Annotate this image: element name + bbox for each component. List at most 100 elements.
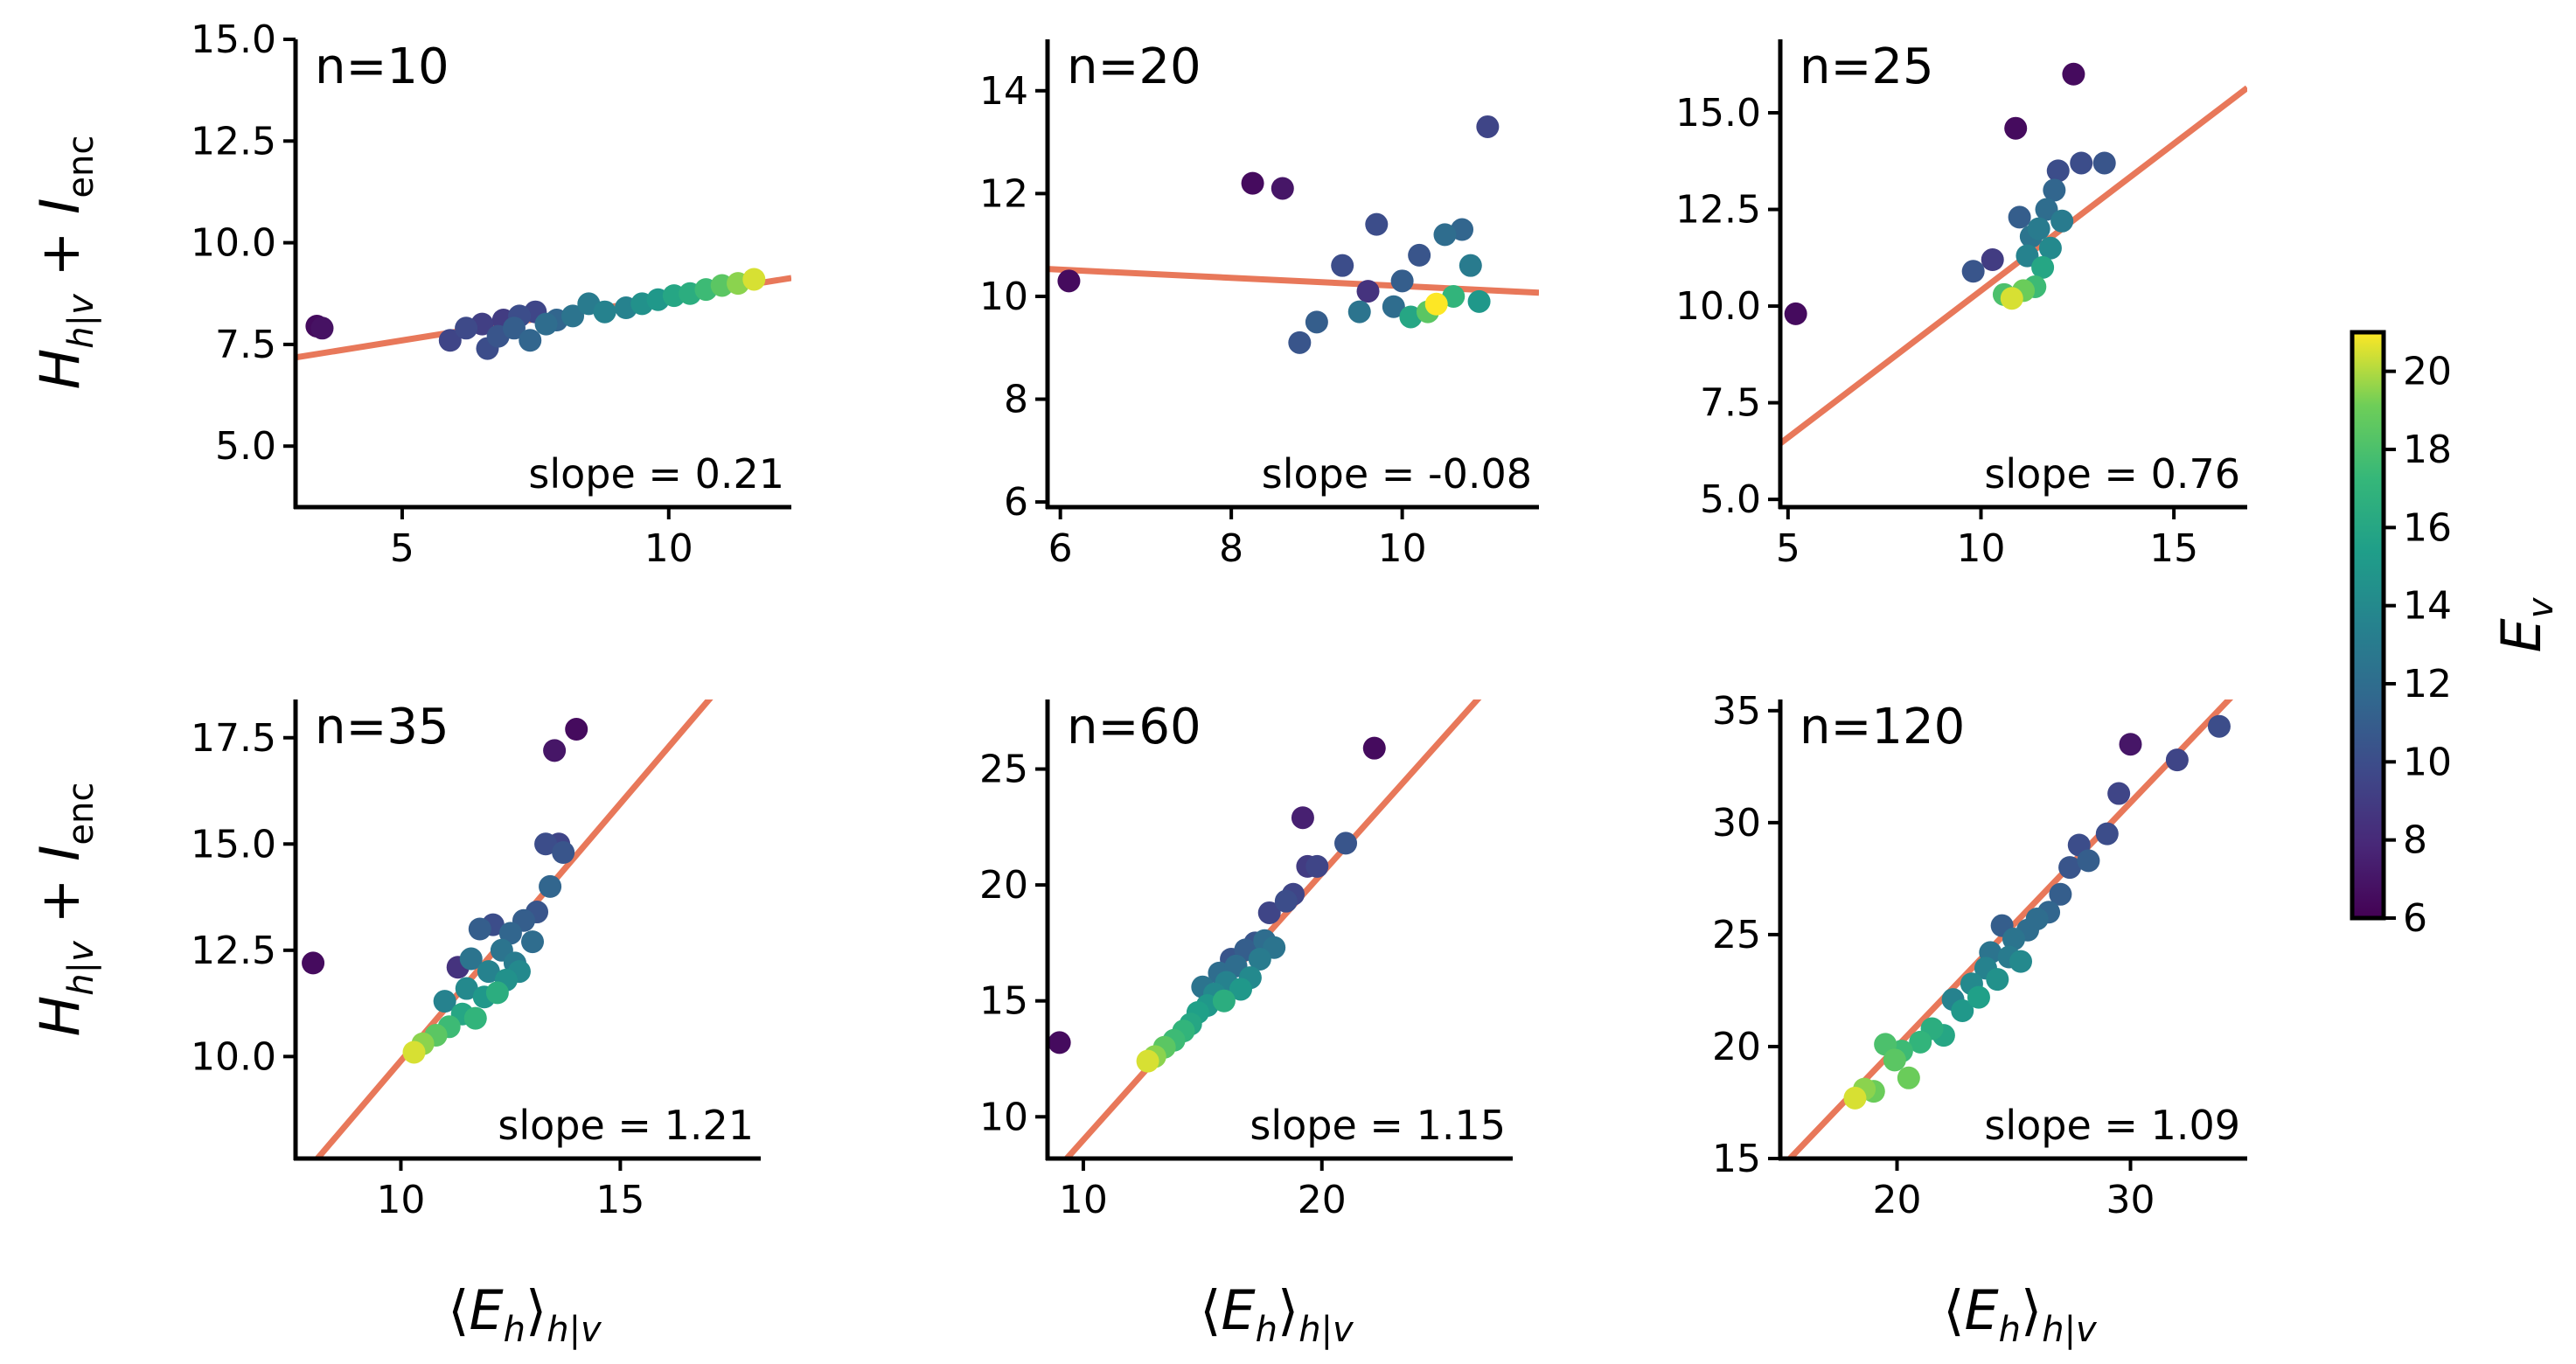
xlabel-col1: ⟨Eh⟩h|v (448, 1278, 602, 1350)
y-tick-label: 14 (979, 69, 1028, 114)
panel-4: 10 15 10.0 12.5 15.0 17.5 n=35 slope = 1.21 (191, 699, 761, 1222)
data-point (1347, 300, 1371, 324)
slope-annotation: slope = 0.76 (1984, 450, 2240, 498)
colorbar-label: Ev (2489, 596, 2561, 652)
data-point (539, 874, 562, 898)
data-point (2049, 882, 2072, 906)
data-point (534, 312, 558, 336)
slope-annotation: slope = 1.09 (1984, 1102, 2240, 1149)
colorbar: 6 8 10 12 14 16 18 20 Ev (2350, 330, 2561, 941)
panel-title: n=120 (1800, 699, 1965, 755)
panel-title: n=60 (1067, 699, 1201, 755)
data-point (1331, 254, 1354, 277)
data-point (1967, 985, 1990, 1009)
data-point (1257, 901, 1281, 924)
y-tick-label: 15 (979, 979, 1028, 1024)
y-tick-label: 25 (979, 748, 1028, 792)
data-point (2043, 178, 2066, 202)
y-tick-label: 7.5 (215, 323, 276, 367)
data-point (2009, 950, 2033, 973)
data-point (2092, 151, 2116, 175)
data-point (1365, 212, 1389, 236)
panel-title: n=20 (1067, 38, 1201, 95)
data-point (2031, 255, 2055, 279)
data-point (1382, 295, 1405, 318)
y-tick-label: 8 (1004, 378, 1028, 422)
colorbar-gradient (2350, 330, 2386, 921)
data-point (534, 832, 558, 856)
data-point (502, 317, 526, 340)
data-point (2025, 907, 2049, 930)
y-tick-label: 10 (979, 275, 1028, 319)
slope-annotation: slope = 1.15 (1250, 1102, 1506, 1149)
data-point (2002, 928, 2025, 951)
data-point (1241, 171, 1264, 195)
x-tick-label: 6 (1048, 526, 1073, 571)
colorbar-tick-label: 14 (2403, 584, 2452, 629)
y-tick-label: 17.5 (191, 716, 276, 761)
data-point (552, 841, 575, 864)
data-point (519, 329, 542, 352)
data-point (438, 329, 462, 352)
x-tick-label: 20 (1298, 1178, 1347, 1222)
data-point (1909, 1030, 1932, 1054)
data-point (2058, 856, 2082, 880)
data-point (498, 922, 522, 945)
colorbar-tick-label: 8 (2403, 818, 2427, 863)
data-point (1399, 305, 1423, 329)
data-point (2046, 159, 2070, 183)
data-point (310, 317, 334, 340)
y-tick-label: 7.5 (1700, 381, 1761, 426)
data-point (1305, 310, 1328, 334)
data-point (1843, 1086, 1867, 1110)
slope-annotation: slope = 1.21 (498, 1102, 754, 1149)
data-point (463, 1006, 487, 1030)
data-point (1305, 854, 1329, 878)
colorbar-tick-label: 20 (2403, 350, 2452, 394)
panel-title: n=10 (315, 38, 449, 95)
y-tick-label: 12.5 (191, 929, 276, 973)
slope-annotation: slope = -0.08 (1262, 450, 1532, 498)
y-tick-label: 20 (1712, 1025, 1761, 1069)
ylabel-top: Hh|v + Ienc (28, 136, 101, 390)
x-tick-label: 10 (1059, 1178, 1108, 1222)
data-point (2038, 236, 2062, 260)
x-tick-label: 10 (376, 1178, 425, 1222)
y-tick-label: 6 (1004, 480, 1028, 525)
y-tick-label: 15.0 (191, 822, 276, 866)
x-tick-label: 10 (1378, 526, 1427, 571)
data-point (561, 304, 585, 328)
panel-1: 5 10 5.0 7.5 10.0 12.5 15.0 n=10 slope = 0.21 (191, 17, 791, 571)
y-tick-label: 30 (1712, 801, 1761, 846)
data-point (477, 960, 500, 984)
data-point (1951, 999, 1974, 1022)
y-tick-label: 12.5 (191, 119, 276, 164)
fit-line (1062, 699, 1482, 1159)
x-tick-label: 15 (595, 1178, 644, 1222)
x-tick-label: 30 (2106, 1178, 2155, 1222)
data-point (1784, 302, 1807, 325)
x-tick-label: 10 (644, 526, 693, 571)
y-tick-label: 5.0 (215, 424, 276, 469)
data-point (742, 268, 766, 291)
data-point (1334, 832, 1358, 855)
data-point (2000, 287, 2023, 310)
y-tick-label: 10.0 (191, 221, 276, 266)
data-point (2050, 209, 2074, 233)
panel-title: n=35 (315, 699, 449, 755)
y-tick-label: 25 (1712, 913, 1761, 957)
data-point (1883, 1048, 1906, 1072)
panel-6: 20 30 15 20 25 30 35 n=120 slope = 1.09 (1712, 689, 2247, 1222)
data-point (1961, 260, 1985, 283)
data-point (1459, 254, 1482, 277)
colorbar-tick-label: 18 (2403, 428, 2452, 472)
xlabel-col3: ⟨Eh⟩h|v (1943, 1278, 2098, 1350)
data-point (1288, 331, 1312, 354)
data-point (2016, 244, 2039, 268)
data-point (2062, 62, 2085, 86)
data-point (1981, 248, 2004, 272)
x-tick-label: 8 (1219, 526, 1243, 571)
colorbar-tick-label: 6 (2403, 896, 2427, 941)
data-point (1248, 947, 1271, 971)
